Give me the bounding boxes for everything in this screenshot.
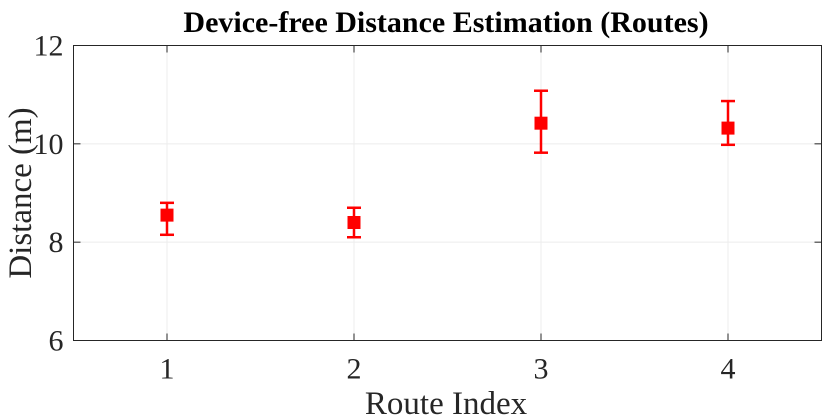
x-tick-label: 1 (160, 353, 175, 386)
data-point-group (534, 89, 548, 154)
y-tick-label: 6 (49, 325, 64, 358)
data-marks (160, 89, 735, 239)
data-point-marker (347, 216, 361, 229)
y-tick-label: 8 (49, 226, 64, 259)
y-axis-label: Distance (m) (3, 107, 39, 278)
x-tick-label: 4 (721, 353, 736, 386)
data-point-marker (160, 208, 174, 222)
data-point-group (347, 206, 361, 239)
x-tick-label: 2 (347, 353, 362, 386)
data-point-group (721, 99, 735, 147)
y-tick-label: 10 (34, 128, 64, 161)
grid-lines (73, 45, 822, 341)
x-tick-label: 3 (534, 353, 549, 386)
plot-area-border (73, 45, 822, 341)
data-point-group (160, 201, 174, 237)
data-point-marker (534, 116, 548, 130)
chart-title: Device-free Distance Estimation (Routes) (183, 6, 708, 39)
x-axis-label: Route Index (365, 386, 528, 419)
data-point-marker (721, 121, 735, 135)
y-tick-label: 12 (34, 30, 64, 63)
axes (73, 45, 822, 341)
